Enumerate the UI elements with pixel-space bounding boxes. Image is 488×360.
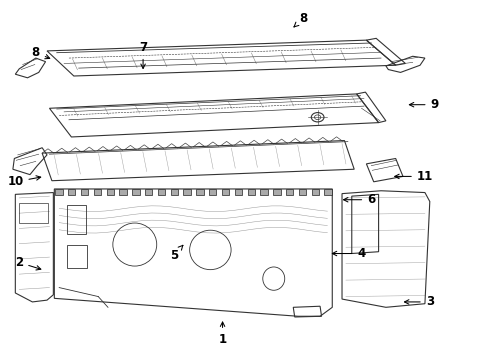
Text: 2: 2 bbox=[15, 256, 41, 270]
Bar bbox=[158, 189, 165, 195]
Bar bbox=[55, 189, 62, 195]
Bar bbox=[285, 189, 293, 195]
Bar bbox=[81, 189, 88, 195]
Text: 10: 10 bbox=[7, 175, 41, 188]
Bar bbox=[298, 189, 305, 195]
Bar bbox=[66, 244, 87, 268]
Text: 4: 4 bbox=[332, 247, 365, 260]
Bar bbox=[106, 189, 114, 195]
Text: 6: 6 bbox=[343, 193, 375, 206]
Bar bbox=[119, 189, 126, 195]
Text: 5: 5 bbox=[169, 245, 183, 262]
Text: 9: 9 bbox=[408, 98, 438, 111]
Bar bbox=[196, 189, 203, 195]
Bar bbox=[222, 189, 229, 195]
Text: 8: 8 bbox=[32, 46, 50, 59]
Text: 7: 7 bbox=[139, 41, 147, 68]
Bar bbox=[234, 189, 242, 195]
Bar bbox=[260, 189, 267, 195]
Bar bbox=[170, 189, 178, 195]
Bar bbox=[247, 189, 254, 195]
Bar bbox=[68, 189, 75, 195]
Bar bbox=[145, 189, 152, 195]
Bar bbox=[66, 205, 86, 234]
Bar bbox=[273, 189, 280, 195]
Bar bbox=[209, 189, 216, 195]
Text: 1: 1 bbox=[218, 322, 226, 346]
Text: 11: 11 bbox=[394, 170, 432, 183]
Text: 3: 3 bbox=[404, 296, 433, 309]
Bar bbox=[94, 189, 101, 195]
Bar bbox=[19, 203, 47, 223]
Bar bbox=[311, 189, 318, 195]
Bar bbox=[324, 189, 331, 195]
Bar bbox=[183, 189, 190, 195]
Bar bbox=[132, 189, 139, 195]
Text: 8: 8 bbox=[293, 12, 306, 27]
